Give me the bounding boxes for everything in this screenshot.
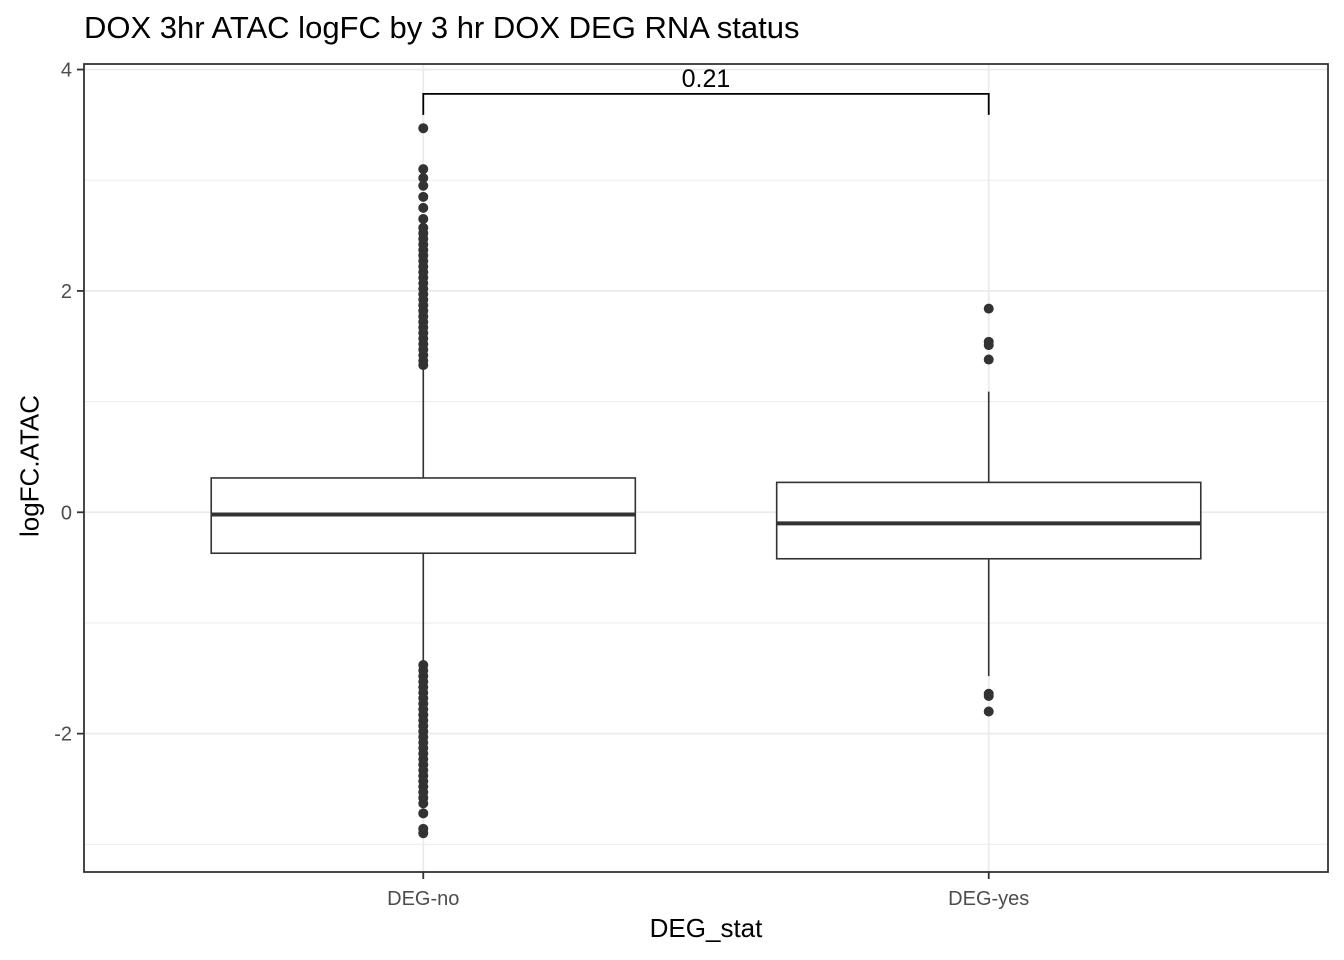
x-axis-title: DEG_stat (649, 913, 763, 943)
boxes (210, 368, 1202, 677)
outlier-point (983, 706, 994, 717)
outlier-point (983, 691, 994, 702)
outlier-point (418, 123, 429, 134)
panel-border (83, 63, 1329, 873)
outlier-point (418, 202, 429, 213)
outlier-point (983, 336, 994, 347)
chart-title: DOX 3hr ATAC logFC by 3 hr DOX DEG RNA s… (84, 10, 800, 45)
outlier-point (418, 222, 429, 233)
y-axis-title: logFC.ATAC (14, 394, 45, 538)
grid-lines (84, 64, 1328, 872)
outlier-point (418, 808, 429, 819)
outlier-point (418, 173, 429, 184)
y-tick-label: 0 (61, 502, 72, 524)
outlier-point (418, 213, 429, 224)
box-deg-yes (775, 391, 1202, 677)
plot-panel (84, 64, 1328, 872)
box-deg-no (210, 368, 637, 662)
x-tick-label: DEG-yes (948, 888, 1029, 910)
outlier-points (418, 123, 994, 839)
outlier-point (418, 798, 429, 809)
y-tick-label: -2 (54, 724, 72, 746)
outlier-point (983, 303, 994, 314)
y-tick-label: 2 (61, 281, 72, 303)
p-value-label: 0.21 (682, 65, 731, 93)
significance-bracket (422, 92, 990, 115)
outlier-point (983, 354, 994, 365)
outlier-point (418, 191, 429, 202)
x-tick-label: DEG-no (387, 888, 459, 910)
y-tick-label: 4 (61, 60, 72, 82)
outlier-point (418, 164, 429, 175)
box-iqr (775, 481, 1202, 560)
outlier-point (418, 180, 429, 191)
axes: -2 0 2 4 DEG-no DEG-yes (54, 60, 1329, 910)
outlier-point (418, 828, 429, 839)
significance-annotation: 0.21 (422, 65, 990, 115)
